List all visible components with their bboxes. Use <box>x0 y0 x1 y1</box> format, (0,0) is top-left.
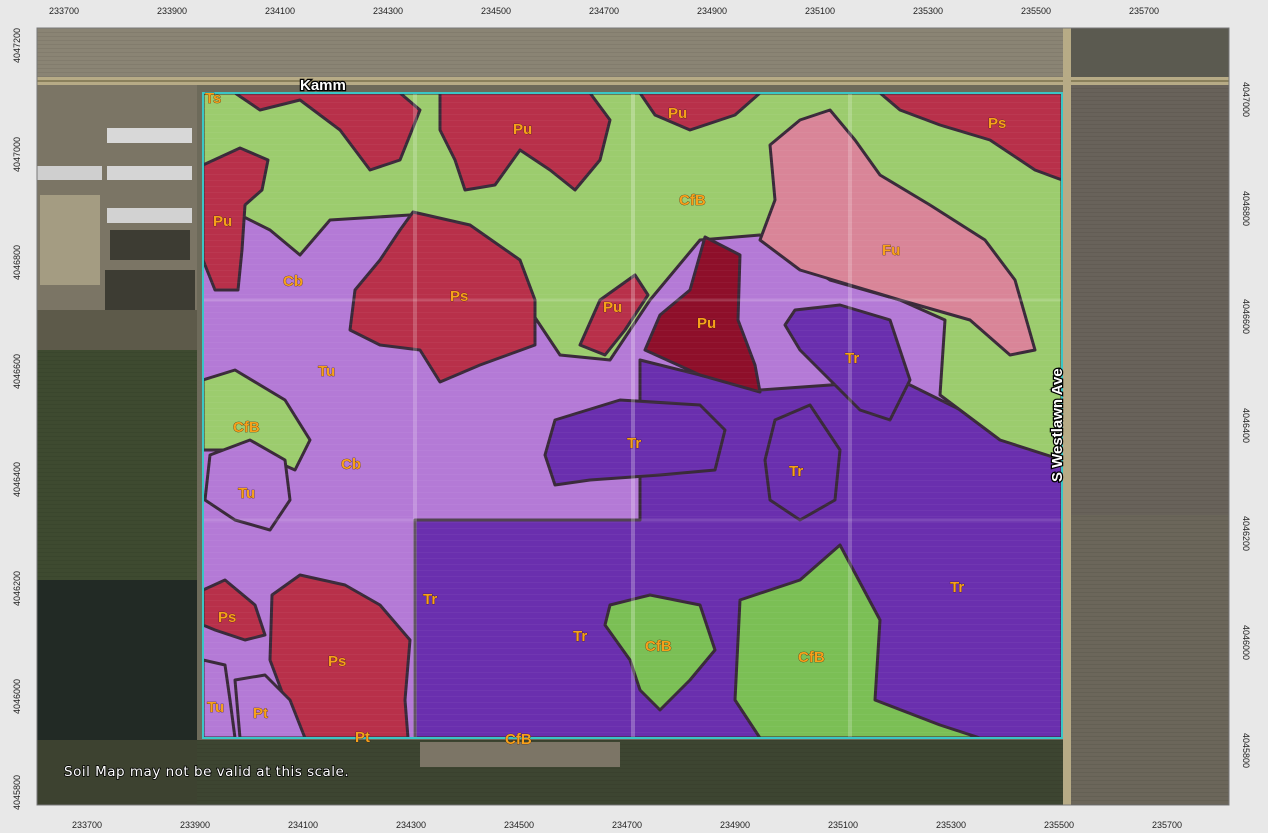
svg-text:235700: 235700 <box>1152 820 1182 830</box>
soil-label: CfB <box>645 638 672 655</box>
soil-label: Tr <box>845 350 859 367</box>
soil-label: Cb <box>283 273 303 290</box>
soil-label: Tr <box>789 463 803 480</box>
soil-label: Tr <box>950 579 964 596</box>
svg-text:234100: 234100 <box>288 820 318 830</box>
soil-label: Ps <box>328 653 346 670</box>
soil-label: Pu <box>668 105 687 122</box>
svg-text:4046200: 4046200 <box>1241 516 1251 551</box>
soil-label: Pt <box>355 729 370 746</box>
svg-text:4046000: 4046000 <box>12 679 22 714</box>
svg-text:234100: 234100 <box>265 6 295 16</box>
soil-label: Pu <box>603 299 622 316</box>
svg-text:4047000: 4047000 <box>12 137 22 172</box>
svg-text:4046800: 4046800 <box>1241 191 1251 226</box>
soil-label: Cb <box>341 456 361 473</box>
svg-text:4047200: 4047200 <box>12 28 22 63</box>
soil-label: Tr <box>573 628 587 645</box>
soil-label: Pu <box>697 315 716 332</box>
svg-text:234700: 234700 <box>589 6 619 16</box>
svg-text:4047000: 4047000 <box>1241 82 1251 117</box>
svg-text:235100: 235100 <box>805 6 835 16</box>
svg-text:4046600: 4046600 <box>12 354 22 389</box>
area-of-interest-outline <box>202 92 1063 739</box>
soil-label: Tr <box>627 435 641 452</box>
svg-text:235100: 235100 <box>828 820 858 830</box>
soil-label: Pu <box>213 213 232 230</box>
soil-label: Ps <box>988 115 1006 132</box>
bottom-axis: 233700 233900 234100 234300 234500 23470… <box>72 820 1182 830</box>
soil-label: CfB <box>798 649 825 666</box>
soil-unit-labels: Ts Pu Pu Ps CfB Pu Cb Ps Fu Pu Pu Tr Tu … <box>205 90 1007 749</box>
svg-text:234900: 234900 <box>697 6 727 16</box>
soil-label: Tu <box>238 485 255 502</box>
soil-label: Pu <box>513 121 532 138</box>
svg-text:235300: 235300 <box>936 820 966 830</box>
soil-label: Pt <box>253 705 268 722</box>
svg-text:233700: 233700 <box>72 820 102 830</box>
svg-text:234700: 234700 <box>612 820 642 830</box>
soil-label: Ps <box>450 288 468 305</box>
svg-text:234300: 234300 <box>373 6 403 16</box>
svg-text:235700: 235700 <box>1129 6 1159 16</box>
svg-text:234300: 234300 <box>396 820 426 830</box>
soil-label: Tu <box>318 363 335 380</box>
svg-text:235500: 235500 <box>1021 6 1051 16</box>
svg-text:4046600: 4046600 <box>1241 299 1251 334</box>
soil-label: CfB <box>505 731 532 748</box>
top-axis: 233700 233900 234100 234300 234500 23470… <box>49 6 1159 16</box>
svg-text:4046200: 4046200 <box>12 571 22 606</box>
svg-text:4045800: 4045800 <box>1241 733 1251 768</box>
road-label-kamm: Kamm <box>300 77 346 94</box>
svg-text:4045800: 4045800 <box>12 775 22 810</box>
road-label-westlawn: S Westlawn Ave <box>1049 368 1066 482</box>
soil-label: Ts <box>205 90 221 107</box>
right-axis: 4047000 4046800 4046600 4046400 4046200 … <box>1241 82 1251 768</box>
scale-warning: Soil Map may not be valid at this scale. <box>64 764 349 780</box>
svg-text:235300: 235300 <box>913 6 943 16</box>
map-frame <box>36 27 1230 806</box>
svg-text:234900: 234900 <box>720 820 750 830</box>
svg-text:234500: 234500 <box>481 6 511 16</box>
svg-text:233900: 233900 <box>157 6 187 16</box>
svg-text:4046400: 4046400 <box>1241 408 1251 443</box>
soil-label: Ps <box>218 609 236 626</box>
soil-polygons <box>203 93 1062 738</box>
svg-text:4046800: 4046800 <box>12 245 22 280</box>
svg-text:233900: 233900 <box>180 820 210 830</box>
soil-label: Tu <box>207 699 224 716</box>
svg-text:4046000: 4046000 <box>1241 625 1251 660</box>
svg-text:235500: 235500 <box>1044 820 1074 830</box>
svg-text:234500: 234500 <box>504 820 534 830</box>
svg-text:233700: 233700 <box>49 6 79 16</box>
svg-text:4046400: 4046400 <box>12 462 22 497</box>
left-axis: 4047200 4047000 4046800 4046600 4046400 … <box>12 28 22 810</box>
soil-label: Fu <box>882 242 900 259</box>
soil-label: CfB <box>233 419 260 436</box>
soil-label: Tr <box>423 591 437 608</box>
soil-label: CfB <box>679 192 706 209</box>
